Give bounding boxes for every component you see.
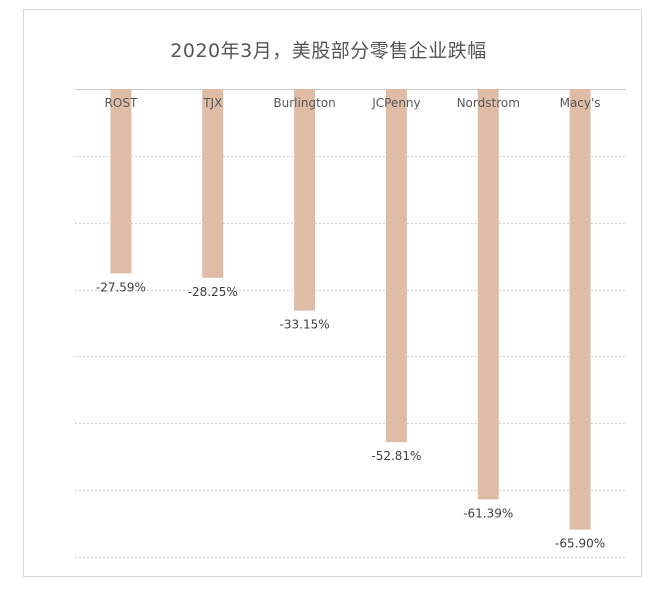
category-label: Burlington: [273, 96, 335, 110]
category-label: JCPenny: [371, 96, 420, 110]
data-label: -52.81%: [371, 449, 421, 463]
bars: [110, 89, 591, 530]
bar-nordstrom: [477, 89, 499, 500]
data-label: -28.25%: [188, 285, 238, 299]
value-labels: -27.59% -28.25% -33.15% -52.81% -61.39% -65.9…: [96, 280, 605, 550]
data-label: -65.90%: [555, 537, 605, 551]
data-label: -61.39%: [463, 506, 513, 520]
category-label: TJX: [202, 96, 222, 110]
data-label: -33.15%: [280, 318, 330, 332]
bar-tjx: [202, 89, 224, 278]
data-label: -27.59%: [96, 280, 146, 294]
category-label: Nordstrom: [457, 96, 520, 110]
category-label: Macy's: [560, 96, 601, 110]
bar-rost: [110, 89, 132, 274]
chart-title: 2020年3月，美股部分零售企业跌幅: [170, 40, 487, 62]
category-labels: ROST TJX Burlington JCPenny Nordstrom Macy's: [105, 96, 601, 110]
category-label: ROST: [105, 96, 138, 110]
bar-macy-s: [569, 89, 591, 530]
bar-jcpenny: [385, 89, 407, 443]
gridlines: [75, 89, 626, 558]
bar-burlington: [294, 89, 316, 311]
